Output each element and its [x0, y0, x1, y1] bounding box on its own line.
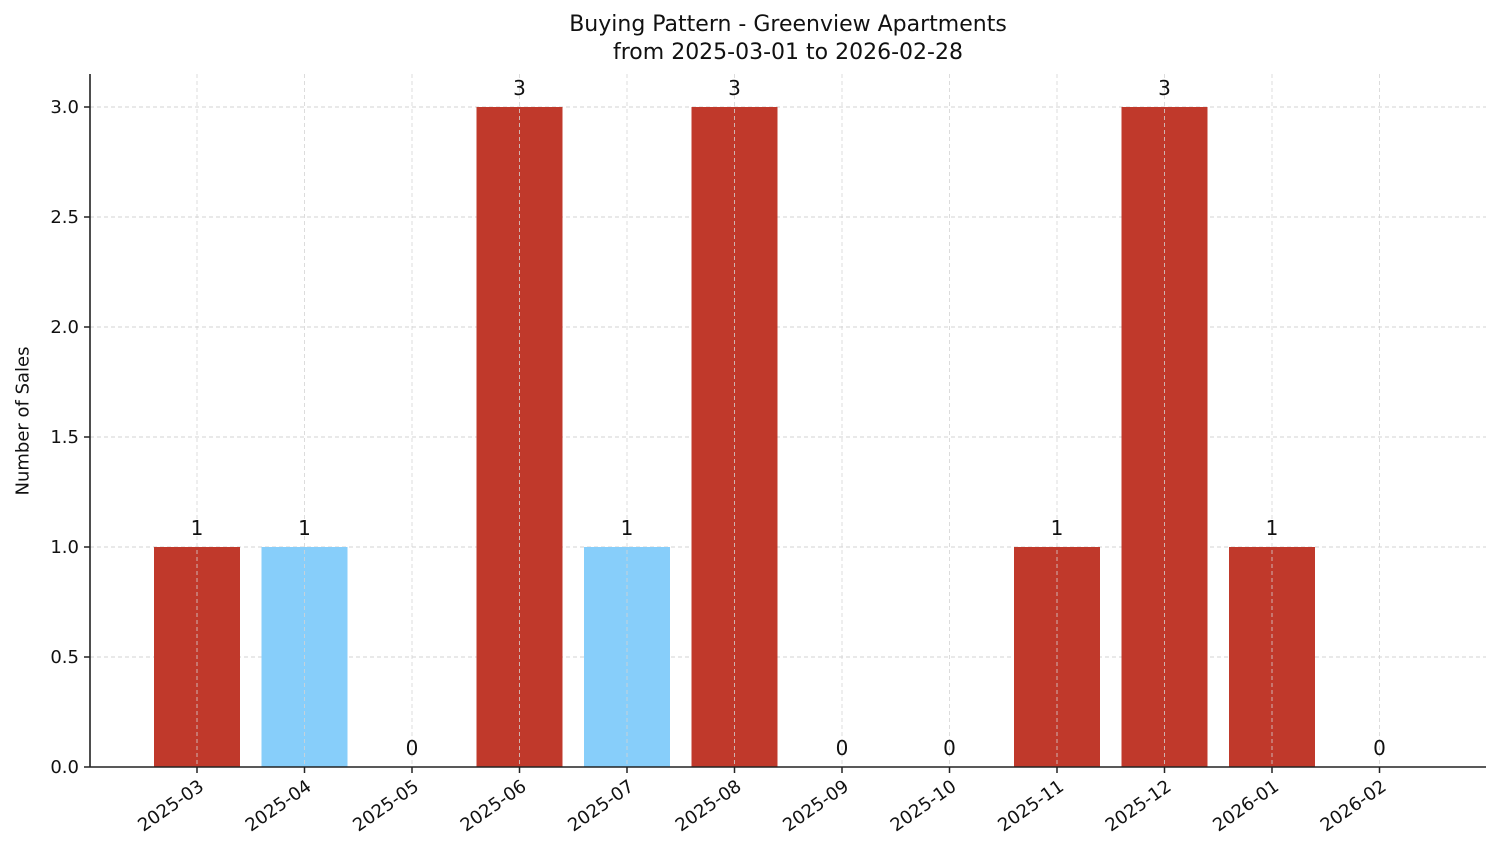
- bar-2025-12: [1121, 107, 1208, 767]
- x-tick-label: 2025-10: [887, 776, 961, 836]
- x-tick-label: 2025-05: [349, 776, 423, 836]
- y-tick-label: 1.5: [50, 427, 79, 448]
- bar-value-label: 3: [513, 76, 526, 100]
- bar-value-label: 1: [1266, 516, 1279, 540]
- bar-value-label: 0: [406, 736, 419, 760]
- bar-value-label: 3: [728, 76, 741, 100]
- x-tick-label: 2025-11: [994, 776, 1068, 836]
- x-tick-label: 2025-09: [779, 776, 853, 836]
- x-tick-label: 2025-03: [134, 776, 208, 836]
- x-tick-label: 2025-06: [457, 776, 531, 836]
- y-tick-label: 2.0: [50, 317, 79, 338]
- bar-value-label: 1: [191, 516, 204, 540]
- x-tick-label: 2026-01: [1209, 776, 1283, 836]
- y-tick-label: 0.5: [50, 647, 79, 668]
- y-tick-label: 3.0: [50, 97, 79, 118]
- x-tick-label: 2025-04: [242, 776, 316, 836]
- bar-value-label: 0: [836, 736, 849, 760]
- y-tick-label: 2.5: [50, 207, 79, 228]
- bar-value-label: 0: [943, 736, 956, 760]
- bar-value-label: 3: [1158, 76, 1171, 100]
- bar-value-label: 0: [1373, 736, 1386, 760]
- bar-value-label: 1: [298, 516, 311, 540]
- chart-title: Buying Pattern - Greenview Apartments: [569, 12, 1007, 37]
- chart-subtitle: from 2025-03-01 to 2026-02-28: [613, 40, 963, 65]
- x-tick-label: 2025-12: [1102, 776, 1176, 836]
- bar-2025-06: [476, 107, 563, 767]
- x-tick-label: 2026-02: [1317, 776, 1391, 836]
- x-tick-label: 2025-08: [672, 776, 746, 836]
- bar-2025-08: [691, 107, 778, 767]
- x-tick-label: 2025-07: [564, 776, 638, 836]
- bar-value-label: 1: [621, 516, 634, 540]
- y-tick-label: 0.0: [50, 757, 79, 778]
- bar-value-label: 1: [1051, 516, 1064, 540]
- y-tick-label: 1.0: [50, 537, 79, 558]
